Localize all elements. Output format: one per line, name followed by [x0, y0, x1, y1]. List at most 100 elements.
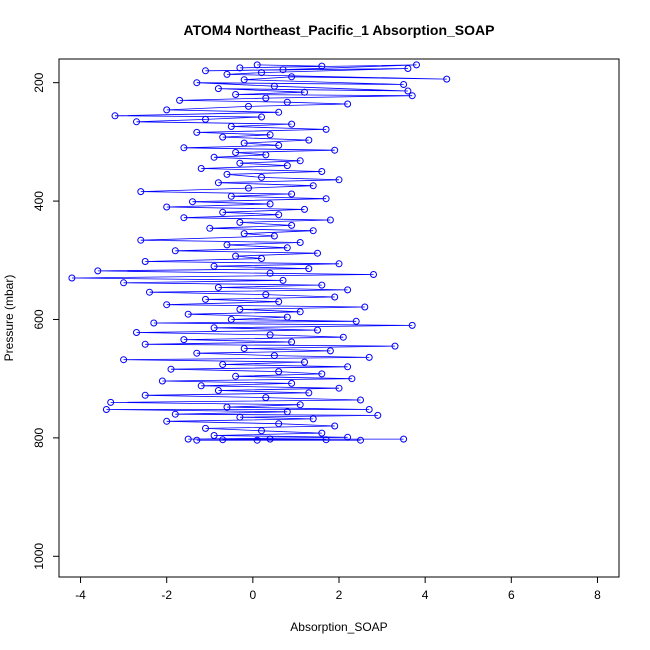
data-point [275, 420, 283, 428]
data-point [352, 317, 360, 325]
data-point [137, 188, 145, 196]
data-point [163, 203, 171, 211]
data-point [150, 319, 158, 327]
data-point [245, 102, 252, 110]
data-point [167, 365, 175, 373]
data-point [214, 179, 222, 187]
data-point [236, 64, 244, 72]
data-point [202, 67, 209, 75]
data-point [335, 260, 343, 268]
data-point [370, 271, 377, 278]
data-point [365, 353, 373, 361]
data-point [365, 406, 373, 413]
data-point [193, 79, 201, 87]
data-point [357, 436, 364, 444]
data-point [227, 192, 235, 200]
data-point [184, 435, 192, 443]
data-point [331, 146, 339, 154]
data-point [210, 432, 218, 439]
data-point [202, 424, 209, 432]
data-point [339, 333, 347, 341]
data-point [357, 396, 364, 404]
data-point [348, 375, 356, 383]
data-point [232, 252, 240, 260]
data-point [408, 321, 416, 329]
data-point [288, 190, 296, 198]
data-point [408, 92, 416, 100]
y-tick-label: 400 [32, 191, 46, 211]
y-axis: 200 400 600 800 1000 [32, 72, 60, 570]
data-point [344, 363, 352, 371]
data-point [223, 70, 231, 78]
data-point [253, 61, 261, 69]
data-point [283, 244, 291, 252]
data-point [158, 377, 166, 385]
data-point [309, 227, 317, 235]
data-point [223, 170, 231, 178]
data-point [296, 401, 304, 409]
data-point [227, 316, 235, 323]
data-point [180, 144, 188, 152]
data-point [296, 308, 304, 316]
data-point [404, 65, 412, 72]
data-point [318, 429, 326, 437]
data-point [258, 173, 265, 181]
data-point [219, 361, 227, 368]
data-point [180, 336, 188, 344]
data-point [374, 411, 382, 419]
data-point [266, 131, 274, 139]
data-point [322, 125, 330, 133]
data-point [266, 200, 274, 208]
data-point [344, 433, 352, 441]
data-point [314, 249, 321, 257]
data-point [275, 298, 283, 306]
x-axis: -4 -2 0 2 4 6 8 [75, 576, 601, 602]
x-axis-label: Absorption_SOAP [290, 620, 387, 634]
data-point [223, 241, 231, 249]
data-point [266, 331, 274, 339]
data-point [283, 313, 291, 321]
data-point [193, 436, 201, 444]
x-tick-label: -2 [161, 588, 172, 602]
data-point [202, 295, 209, 303]
data-point [305, 389, 313, 397]
data-point [262, 394, 270, 402]
data-point [326, 216, 334, 224]
data-point [102, 406, 110, 413]
data-point [202, 115, 209, 123]
data-point [197, 165, 205, 172]
data-point [184, 310, 192, 318]
data-point [133, 329, 140, 336]
data-point [361, 303, 369, 311]
y-tick-label: 200 [32, 72, 46, 92]
data-point [180, 214, 188, 222]
data-point [288, 379, 296, 387]
data-point [258, 255, 265, 262]
data-point [141, 391, 149, 399]
data-point [193, 128, 201, 136]
y-tick-label: 600 [32, 309, 46, 329]
data-point [133, 118, 140, 126]
data-point [262, 94, 270, 102]
data-point [214, 284, 222, 291]
y-axis-label: Pressure (mbar) [2, 275, 16, 362]
data-point [443, 75, 451, 83]
data-point [296, 239, 304, 246]
data-point [326, 347, 334, 355]
data-point [270, 352, 278, 360]
data-point [258, 113, 265, 121]
x-tick-label: 4 [422, 588, 429, 602]
y-tick-label: 1000 [32, 543, 46, 570]
data-point [301, 205, 308, 213]
x-tick-label: 0 [250, 588, 257, 602]
data-point [210, 262, 218, 270]
data-point [275, 368, 283, 376]
data-point [344, 100, 352, 108]
data-point [236, 159, 244, 167]
data-point [232, 372, 240, 380]
data-point [262, 151, 270, 159]
chart-title: ATOM4 Northeast_Pacific_1 Absorption_SOA… [184, 22, 495, 38]
data-point [391, 342, 399, 350]
data-point [288, 73, 296, 81]
data-point [335, 176, 343, 184]
